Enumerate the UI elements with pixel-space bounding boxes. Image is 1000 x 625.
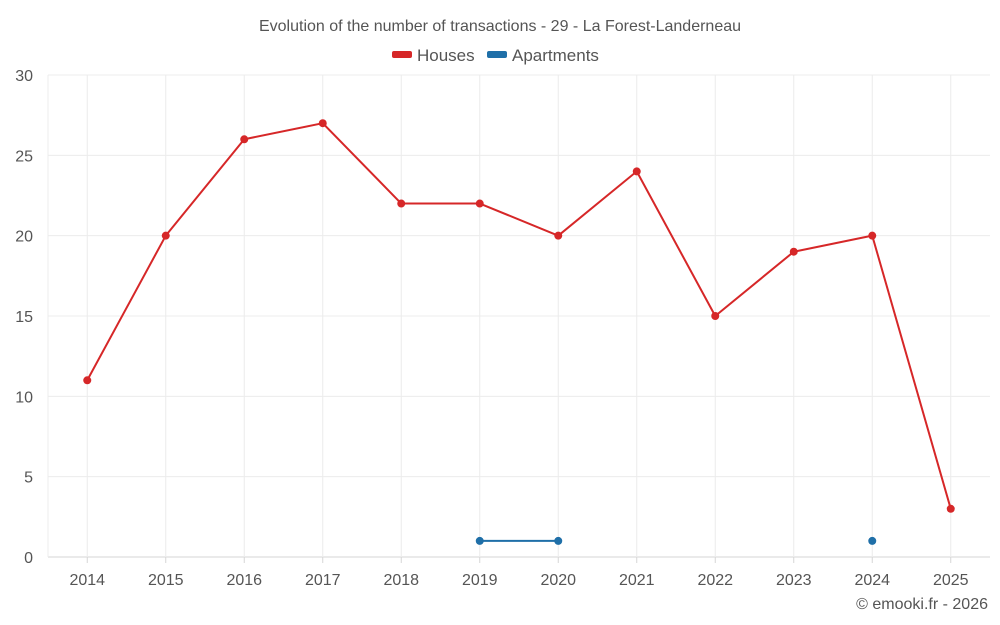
y-tick-label: 0 <box>24 550 33 567</box>
y-tick-label: 25 <box>15 148 33 165</box>
houses-line <box>86 122 952 510</box>
y-tick-label: 5 <box>24 470 33 487</box>
x-axis: 2014 2015 2016 2017 2018 2019 2020 2021 2022 2023… <box>69 557 969 589</box>
y-axis: 0 5 10 15 20 25 30 <box>15 68 33 567</box>
apartments-legend-label: Apartments <box>512 46 599 65</box>
houses-point <box>554 231 563 240</box>
apartments-point <box>475 536 484 545</box>
houses-point <box>161 231 170 240</box>
x-tick-label: 2025 <box>933 572 969 589</box>
houses-point <box>318 119 327 128</box>
apartments-point <box>868 536 877 545</box>
x-tick-label: 2020 <box>540 572 576 589</box>
y-tick-label: 20 <box>15 229 33 246</box>
legend-item-apartments[interactable]: Apartments <box>487 46 599 65</box>
x-tick-label: 2014 <box>69 572 105 589</box>
y-tick-label: 15 <box>15 309 33 326</box>
houses-point <box>711 312 720 320</box>
series-layer <box>83 119 955 545</box>
apartments-point <box>554 536 563 545</box>
x-tick-label: 2015 <box>148 572 184 589</box>
y-tick-label: 30 <box>15 68 33 85</box>
x-tick-label: 2019 <box>462 572 498 589</box>
houses-legend-label: Houses <box>417 46 475 65</box>
chart-title: Evolution of the number of transactions … <box>259 18 741 35</box>
x-tick-label: 2024 <box>854 572 890 589</box>
x-tick-label: 2016 <box>226 572 262 589</box>
grid <box>47 74 990 558</box>
houses-point <box>868 231 877 240</box>
x-tick-label: 2018 <box>383 572 419 589</box>
legend: Houses Apartments <box>392 46 599 65</box>
houses-point <box>632 167 641 176</box>
y-tick-label: 10 <box>15 389 33 406</box>
apartments-legend-swatch <box>487 51 507 58</box>
legend-item-houses[interactable]: Houses <box>392 46 475 65</box>
x-tick-label: 2022 <box>697 572 733 589</box>
houses-point <box>946 504 955 513</box>
houses-legend-swatch <box>392 51 412 58</box>
x-tick-label: 2021 <box>619 572 655 589</box>
x-tick-label: 2017 <box>305 572 341 589</box>
houses-point <box>789 247 798 256</box>
houses-point <box>397 199 406 208</box>
houses-point <box>83 376 92 385</box>
credit-text: © emooki.fr - 2026 <box>856 596 988 613</box>
houses-point <box>475 199 484 208</box>
x-tick-label: 2023 <box>776 572 812 589</box>
houses-point <box>240 135 249 144</box>
